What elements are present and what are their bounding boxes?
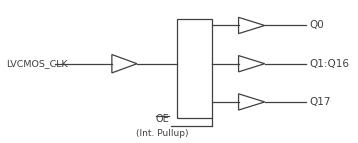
Text: Q1:Q16: Q1:Q16: [309, 59, 349, 69]
Bar: [177, 19, 212, 118]
Text: LVCMOS_CLK: LVCMOS_CLK: [6, 59, 68, 68]
Text: (Int. Pullup): (Int. Pullup): [136, 129, 189, 138]
Text: Q0: Q0: [309, 20, 324, 30]
Text: Q17: Q17: [309, 97, 331, 107]
Text: OE: OE: [156, 114, 170, 124]
